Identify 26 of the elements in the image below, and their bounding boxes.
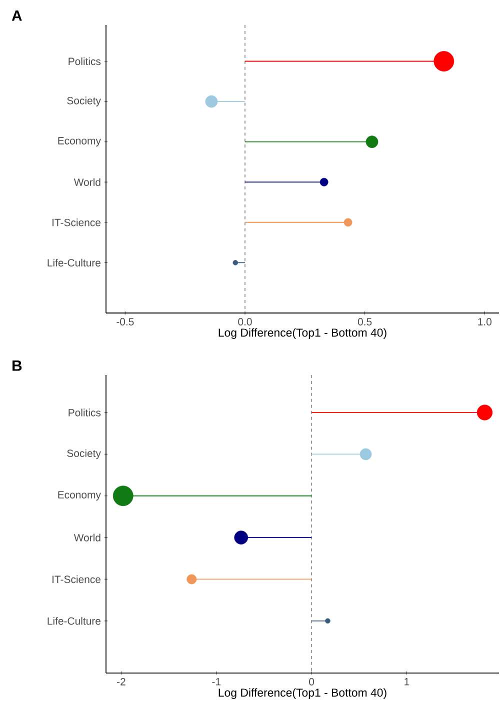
y-tick-label: Life-Culture — [48, 617, 100, 625]
y-tick-label: Life-Culture — [48, 258, 100, 267]
point — [234, 530, 248, 544]
x-tick-label: -2 — [117, 678, 126, 686]
x-tick-label: -1 — [212, 678, 221, 686]
point — [360, 448, 372, 460]
x-tick-label: 0.5 — [358, 318, 372, 326]
x-tick-label: 1 — [404, 678, 410, 686]
x-tick-label: 0.0 — [238, 318, 252, 326]
y-tick-label: Economy — [58, 491, 101, 501]
y-tick-label: World — [74, 178, 100, 186]
chart-title: A — [12, 10, 22, 21]
x-axis-title: Log Difference(Top1 - Bottom 40) — [218, 688, 386, 699]
y-tick-label: Politics — [68, 408, 101, 416]
x-tick-label: 0 — [309, 678, 314, 686]
chart-title: B — [12, 360, 22, 371]
x-axis-title: Log Difference(Top1 - Bottom 40) — [218, 328, 386, 339]
x-tick-label: -0.5 — [116, 318, 134, 326]
y-tick-label: Society — [67, 449, 101, 460]
y-tick-label: IT-Science — [52, 575, 101, 584]
y-tick-label: IT-Science — [52, 218, 101, 226]
y-tick-label: Economy — [58, 137, 101, 146]
x-tick-label: 1.0 — [478, 318, 492, 326]
y-tick-label: World — [74, 534, 100, 542]
y-tick-label: Politics — [68, 57, 101, 66]
y-tick-label: Society — [67, 96, 101, 106]
